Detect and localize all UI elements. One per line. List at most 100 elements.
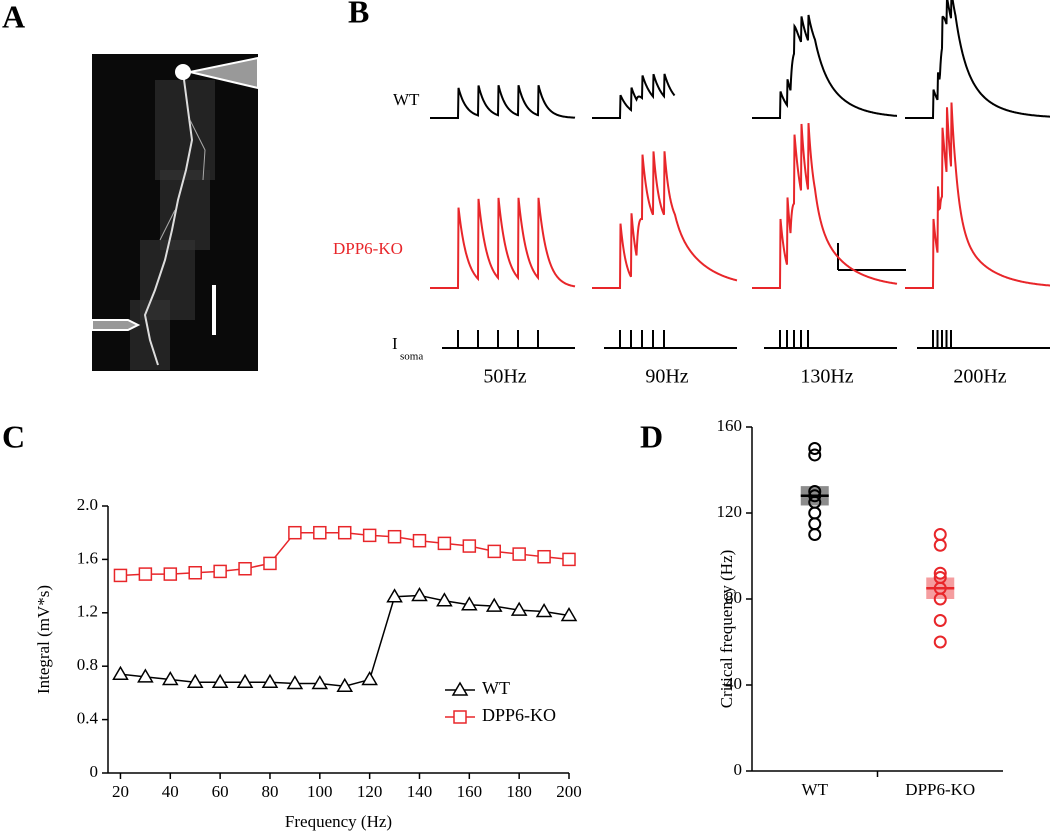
- y-tick-label: 120: [717, 502, 743, 521]
- trace: [592, 151, 738, 289]
- y-tick-label: 0.8: [77, 655, 98, 674]
- marker: [286, 675, 304, 690]
- marker: [462, 539, 477, 553]
- y-tick-label: 0: [90, 762, 99, 781]
- trace: [592, 73, 676, 119]
- marker: [288, 525, 302, 540]
- y-tick-label: 40: [725, 674, 742, 693]
- trace: [752, 14, 897, 119]
- marker: [362, 528, 377, 543]
- marker: [461, 596, 478, 611]
- marker: [188, 566, 202, 580]
- legend-label: DPP6-KO: [482, 705, 556, 725]
- marker: [112, 665, 129, 680]
- marker: [186, 673, 204, 688]
- frequency-label: 50Hz: [483, 366, 526, 388]
- panel-a-image: [91, 54, 259, 371]
- panel-label: C: [2, 418, 25, 454]
- trace: [905, 0, 1050, 119]
- trace: [430, 85, 576, 119]
- marker: [562, 552, 576, 567]
- y-tick-label: 80: [725, 588, 742, 607]
- x-tick-label: 160: [457, 782, 483, 801]
- y-axis-label: Critical frequency (Hz): [717, 550, 736, 709]
- point: [933, 538, 947, 552]
- y-tick-label: 0.4: [77, 709, 99, 728]
- y-axis-label: Integral (mV*s): [34, 585, 53, 694]
- stim-label-sub: soma: [400, 351, 423, 363]
- legend-marker: [453, 710, 467, 724]
- marker: [337, 525, 352, 540]
- marker: [387, 529, 402, 544]
- marker: [163, 567, 178, 581]
- point: [933, 528, 947, 541]
- panel-label: D: [640, 418, 663, 454]
- x-tick-label: 60: [212, 782, 229, 801]
- marker: [535, 602, 553, 618]
- x-tick-label: 140: [407, 782, 433, 801]
- x-tick-label: 200: [556, 782, 582, 801]
- marker: [537, 549, 551, 564]
- marker: [560, 606, 578, 622]
- row-label: WT: [393, 90, 420, 109]
- panel-label: B: [348, 0, 369, 29]
- marker: [137, 668, 154, 683]
- point: [808, 528, 822, 541]
- point: [808, 489, 822, 503]
- marker: [211, 673, 229, 688]
- trace: [430, 197, 576, 289]
- marker: [238, 561, 252, 576]
- marker: [436, 592, 453, 607]
- point: [808, 442, 822, 455]
- series-line: [120, 594, 570, 687]
- marker: [113, 568, 128, 583]
- y-tick-label: 1.6: [77, 548, 98, 567]
- legend-marker: [451, 681, 469, 696]
- frequency-label: 200Hz: [953, 366, 1006, 388]
- marker: [311, 675, 329, 690]
- x-tick-label: 20: [112, 782, 129, 801]
- point: [808, 517, 822, 531]
- frequency-label: 90Hz: [645, 366, 688, 388]
- y-tick-label: 2.0: [77, 495, 98, 514]
- marker: [411, 586, 428, 602]
- marker: [263, 556, 277, 571]
- point: [933, 566, 947, 580]
- marker: [161, 671, 179, 686]
- y-tick-label: 0: [734, 760, 743, 779]
- marker: [261, 673, 279, 688]
- x-tick-label: WT: [802, 780, 829, 799]
- trace: [905, 102, 1050, 289]
- x-tick-label: 180: [506, 782, 532, 801]
- marker: [138, 567, 153, 581]
- marker: [512, 547, 526, 561]
- x-tick-label: 80: [261, 782, 278, 801]
- point: [808, 448, 822, 462]
- x-tick-label: 40: [162, 782, 179, 801]
- panel-label: A: [2, 0, 25, 34]
- marker: [412, 533, 427, 548]
- trace: [752, 123, 898, 289]
- point: [808, 506, 822, 520]
- stim-label: I: [392, 334, 398, 353]
- point: [933, 614, 947, 627]
- y-tick-label: 160: [717, 416, 743, 435]
- point: [933, 635, 947, 649]
- marker: [313, 525, 327, 540]
- marker: [236, 673, 254, 688]
- marker: [437, 536, 452, 551]
- marker: [487, 544, 501, 559]
- marker: [213, 564, 227, 579]
- legend-label: WT: [482, 678, 510, 698]
- x-tick-label: 120: [357, 782, 383, 801]
- marker: [386, 588, 403, 603]
- x-tick-label: DPP6-KO: [905, 780, 975, 799]
- frequency-label: 130Hz: [800, 366, 853, 388]
- point: [933, 592, 947, 606]
- y-tick-label: 1.2: [77, 602, 98, 621]
- marker: [485, 597, 503, 612]
- x-axis-label: Frequency (Hz): [285, 812, 392, 831]
- x-tick-label: 100: [307, 782, 333, 801]
- marker: [336, 677, 354, 692]
